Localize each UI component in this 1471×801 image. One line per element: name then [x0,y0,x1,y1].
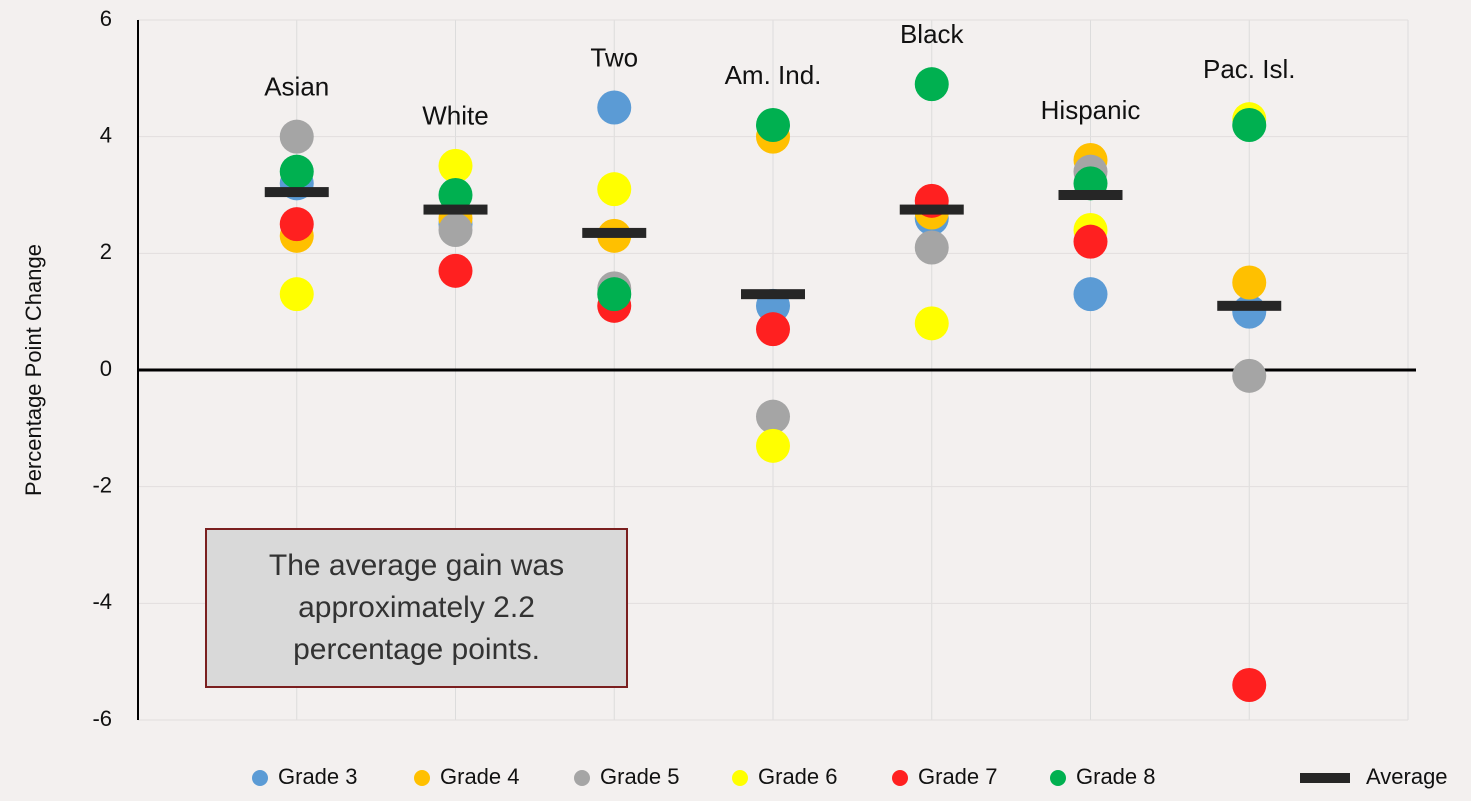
legend-label: Grade 5 [600,764,680,789]
dot [597,90,632,125]
legend-swatch [1300,773,1350,783]
category-label: Two [590,42,638,72]
y-tick-label: 0 [100,356,112,381]
y-tick-label: -2 [92,472,112,497]
dot [1232,668,1267,702]
category-label: Asian [264,72,329,102]
dot [438,178,473,212]
legend-label: Grade 8 [1076,764,1156,789]
annotation: The average gain was approximately 2.2 p… [205,528,628,688]
average-bar [899,204,964,215]
category-label: Am. Ind. [725,60,822,90]
dot [279,277,314,312]
y-tick-label: 4 [100,122,112,147]
y-tick-label: 2 [100,239,112,264]
average-bar [582,227,647,238]
dot [279,154,314,189]
legend-label: Grade 7 [918,764,998,789]
average-bar [1058,190,1123,200]
category-label: Hispanic [1041,95,1141,125]
average-bar [423,204,488,215]
legend-label: Average [1366,764,1448,789]
legend-swatch [252,770,268,786]
legend-swatch [414,770,430,786]
dot [756,108,790,142]
dot [756,428,790,463]
dot [1232,294,1267,329]
y-tick-label: -6 [92,706,112,731]
dot [438,148,473,183]
category-label: White [422,101,488,131]
dot [914,67,949,102]
category-label: Black [900,19,965,49]
legend-swatch [1050,770,1066,786]
dot [279,119,314,154]
dot [1232,265,1267,300]
average-bar [264,187,329,198]
dot [756,399,790,434]
legend-label: Grade 6 [758,764,838,789]
legend-label: Grade 3 [278,764,358,789]
category-label: Pac. Isl. [1203,54,1295,84]
dot [1232,108,1267,142]
legend-swatch [574,770,590,786]
dot [756,312,790,347]
dot [438,213,473,247]
legend-label: Grade 4 [440,764,520,789]
dot [914,230,949,265]
dot [597,172,632,207]
legend-swatch [892,770,908,786]
average-bar [741,289,805,300]
y-tick-label: -4 [92,589,112,614]
dot [1232,358,1267,393]
average-bar [1217,300,1282,311]
y-axis-label: Percentage Point Change [21,244,46,496]
dot [1073,277,1108,312]
dot [279,207,314,242]
dot [438,253,473,288]
y-tick-label: 6 [100,6,112,31]
legend-swatch [732,770,748,786]
dot [914,306,949,341]
dot [1073,224,1108,259]
dot [597,277,632,312]
